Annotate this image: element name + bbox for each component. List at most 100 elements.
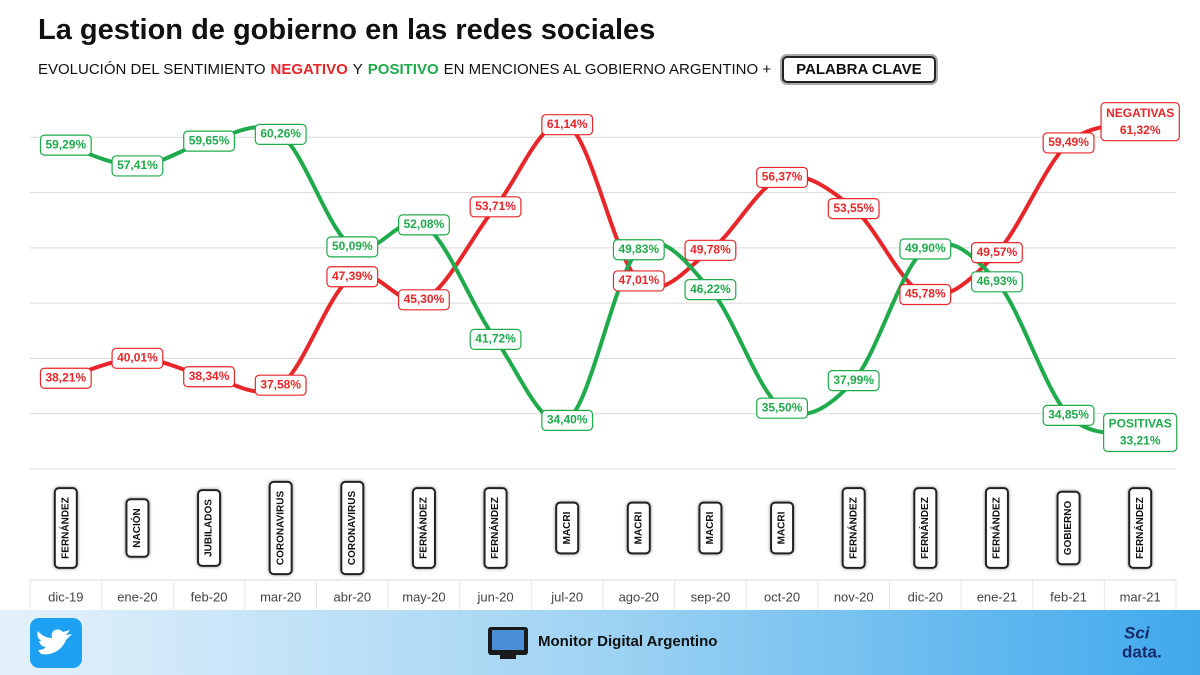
label-box: [756, 397, 809, 419]
value-label: 59,65%: [183, 130, 236, 152]
x-tick-label: feb-21: [1050, 589, 1087, 604]
keyword-text: MACRI: [705, 511, 716, 544]
subtitle-positive: POSITIVO: [367, 61, 439, 78]
keyword-text: JUBILADOS: [204, 499, 215, 557]
value-label: 57,41%: [111, 155, 164, 177]
x-tick-label: mar-21: [1120, 589, 1161, 604]
keyword-box: [698, 501, 723, 555]
label-box: [469, 328, 522, 351]
value-label: 46,22%: [684, 279, 737, 301]
monitor-screen: [492, 630, 524, 650]
keyword-box: [626, 501, 651, 555]
data-label: 47,01%: [618, 273, 659, 287]
keyword-label: PALABRA CLAVE: [782, 56, 936, 83]
keyword-box: [483, 487, 508, 569]
value-label: 50,09%: [326, 236, 379, 258]
keyword: CORONAVIRUS: [340, 480, 365, 576]
keyword-text: FERNÁNDEZ: [417, 497, 430, 559]
keyword-box: [841, 487, 866, 569]
keyword-box: [1128, 487, 1153, 569]
keyword: MACRI: [555, 501, 580, 555]
keyword-box: [555, 501, 580, 555]
x-tick-label: jun-20: [476, 589, 513, 604]
keyword-text: GOBIERNO: [1063, 501, 1074, 556]
data-label: 33,21%: [1120, 434, 1161, 448]
keyword: FERNÁNDEZ: [53, 487, 78, 569]
keyword: JUBILADOS: [197, 489, 222, 567]
keyword: NACIÓN: [125, 498, 150, 558]
label-box: [39, 367, 92, 389]
keyword: FERNÁNDEZ: [483, 487, 508, 569]
x-tick-label: feb-20: [191, 589, 228, 604]
data-label: 59,49%: [1048, 135, 1089, 149]
subtitle-text: Y: [352, 61, 363, 78]
logo-line: data.: [1122, 642, 1162, 661]
x-tick-label: ene-20: [117, 589, 157, 604]
label-box: [1103, 412, 1178, 453]
x-tick-label: ene-21: [977, 589, 1017, 604]
keyword: FERNÁNDEZ: [411, 487, 436, 569]
x-tick-label: dic-20: [908, 589, 943, 604]
label-box: [970, 242, 1023, 264]
label-box: [183, 366, 236, 388]
keyword-box: [125, 498, 150, 558]
value-label: 56,37%: [756, 166, 809, 189]
data-label: 49,57%: [977, 245, 1018, 259]
label-box: [326, 266, 379, 288]
data-label: 61,14%: [547, 117, 588, 131]
x-tick-label: dic-19: [48, 589, 83, 604]
x-tick-label: nov-20: [834, 589, 874, 604]
value-label: 34,40%: [541, 409, 594, 431]
series-name: NEGATIVAS: [1106, 106, 1174, 120]
value-label: 35,50%: [756, 397, 809, 419]
data-label: 46,93%: [977, 274, 1018, 288]
keyword: MACRI: [770, 501, 795, 555]
keyword: FERNÁNDEZ: [1128, 487, 1153, 569]
label-box: [612, 239, 665, 261]
x-tick-label: abr-20: [334, 589, 372, 604]
keyword-box: [411, 487, 436, 569]
data-label: 49,78%: [690, 242, 731, 256]
label-box: [684, 279, 737, 301]
label-box: [1042, 404, 1095, 426]
series-name: POSITIVAS: [1109, 417, 1172, 431]
value-label: 45,78%: [899, 283, 952, 306]
data-label: 38,21%: [45, 370, 86, 384]
subtitle-text: EN MENCIONES AL GOBIERNO ARGENTINO +: [443, 61, 772, 78]
value-label: 53,55%: [827, 198, 880, 220]
keyword-text: MACRI: [562, 511, 573, 544]
data-label: 34,85%: [1048, 408, 1089, 422]
data-label: 47,39%: [332, 269, 373, 283]
chart-title: La gestion de gobierno en las redes soci…: [38, 14, 656, 46]
data-label: 57,41%: [117, 158, 158, 172]
keyword: CORONAVIRUS: [268, 480, 293, 576]
value-label: 37,99%: [827, 370, 880, 392]
footer-bar: [0, 610, 1200, 675]
monitor-stand: [500, 655, 516, 659]
label-box: [827, 370, 880, 392]
keyword-text: FERNÁNDEZ: [846, 497, 859, 559]
data-label: 38,34%: [189, 369, 230, 383]
label-box: [970, 271, 1023, 293]
keyword-box: [197, 489, 222, 567]
keyword-text: FERNÁNDEZ: [918, 497, 931, 559]
x-tick-label: may-20: [402, 589, 445, 604]
subtitle-negative: NEGATIVO: [270, 61, 348, 78]
keyword: GOBIERNO: [1056, 490, 1081, 566]
data-label: 37,58%: [260, 377, 301, 391]
label-box: [827, 198, 880, 220]
keyword-text: CORONAVIRUS: [275, 491, 286, 566]
label-box: [254, 123, 307, 146]
label-box: [612, 270, 665, 292]
value-label: 60,26%: [254, 123, 307, 146]
label-box: [541, 409, 594, 431]
twitter-bird: [37, 629, 72, 655]
value-label: 37,58%: [254, 374, 307, 396]
keyword-box: [268, 480, 293, 576]
data-label: 35,50%: [762, 400, 803, 414]
value-label: 61,32% NEGATIVAS: [1100, 102, 1180, 142]
keyword-box: [53, 487, 78, 569]
keyword: MACRI: [698, 501, 723, 555]
x-tick-label: mar-20: [260, 589, 301, 604]
